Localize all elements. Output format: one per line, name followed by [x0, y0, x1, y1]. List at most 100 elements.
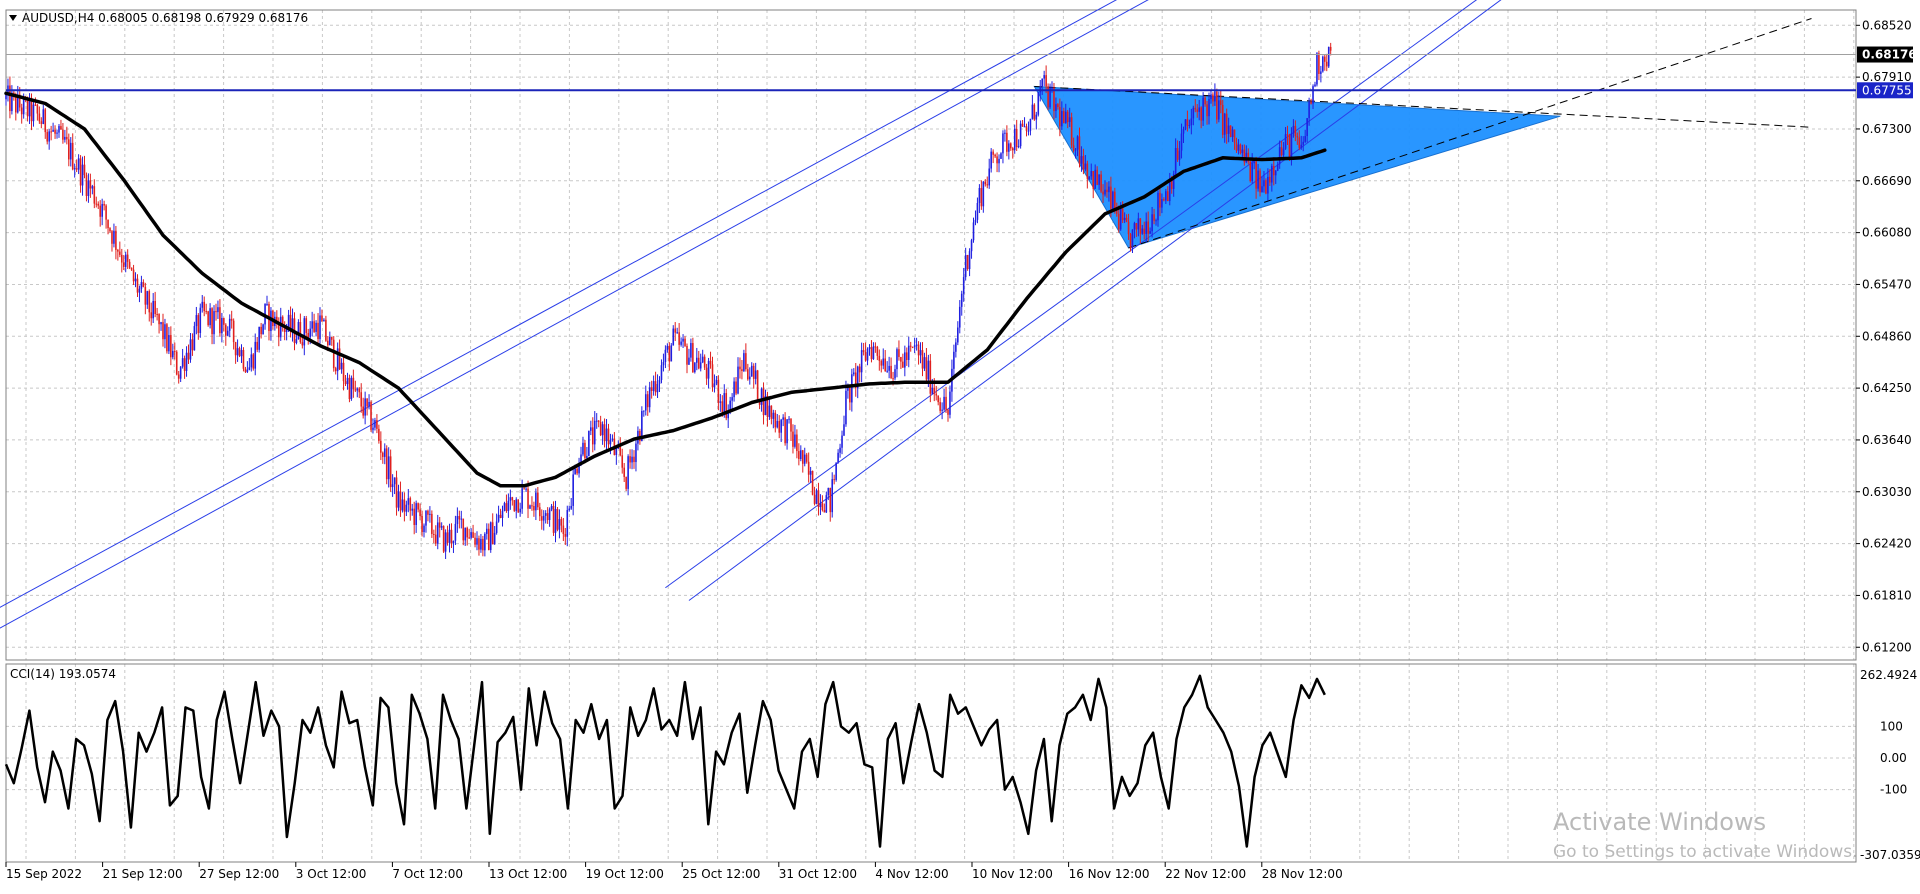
- candle-body: [399, 491, 402, 511]
- candle-body: [501, 510, 504, 518]
- candle-body: [988, 168, 991, 186]
- candle-body: [770, 405, 773, 419]
- candle-body: [389, 456, 392, 488]
- candle-body: [915, 344, 918, 346]
- candle-body: [593, 420, 596, 445]
- candle-body: [641, 411, 643, 442]
- candle-body: [774, 412, 777, 428]
- candle-body: [62, 129, 64, 140]
- candle-body: [947, 409, 949, 415]
- candle-body: [1170, 178, 1173, 189]
- candle-body: [976, 202, 979, 220]
- candle-body: [1043, 75, 1045, 79]
- candle-body: [870, 347, 873, 360]
- candle-body: [1062, 111, 1065, 124]
- candle-body: [847, 386, 849, 391]
- candle-body: [387, 456, 390, 480]
- candle-body: [1210, 94, 1212, 100]
- candle-body: [338, 348, 341, 370]
- candle-body: [554, 508, 557, 533]
- candle-body: [38, 113, 41, 122]
- candle-body: [831, 479, 834, 513]
- candle-body: [305, 318, 308, 333]
- candle-body: [896, 349, 898, 370]
- candle-body: [262, 324, 264, 335]
- cci-axis[interactable]: 262.4924 100 0.00 -100 -307.0359: [1860, 668, 1920, 862]
- candle-body: [658, 379, 661, 385]
- candle-body: [739, 366, 741, 370]
- candle-body: [544, 513, 547, 516]
- candle-body: [395, 477, 398, 508]
- candle-body: [1225, 113, 1228, 134]
- candle-body: [315, 322, 317, 332]
- candle-body: [177, 374, 180, 379]
- candle-body: [482, 538, 484, 551]
- candle-body: [1100, 174, 1102, 192]
- candle-body: [248, 367, 251, 370]
- candle-body: [982, 181, 985, 207]
- candle-body: [403, 499, 406, 512]
- candle-body: [639, 430, 641, 442]
- candle-body: [187, 352, 190, 360]
- candle-body: [723, 393, 726, 413]
- time-axis-label: 7 Oct 12:00: [392, 867, 463, 881]
- candle-body: [95, 203, 98, 205]
- candle-body: [132, 269, 135, 282]
- candle-body: [772, 412, 775, 419]
- candle-body: [823, 510, 826, 513]
- candle-body: [560, 519, 563, 526]
- candle-body: [1184, 119, 1187, 130]
- dropdown-triangle-icon[interactable]: [9, 15, 17, 21]
- candle-body: [1115, 209, 1118, 214]
- candle-body: [798, 451, 800, 459]
- time-axis[interactable]: 15 Sep 2022 21 Sep 12:00 27 Sep 12:00 3 Oct…: [5, 862, 1343, 881]
- candle-body: [866, 348, 869, 361]
- candle-body: [707, 360, 710, 379]
- candle-body: [342, 362, 345, 382]
- candle-body: [266, 303, 268, 305]
- candle-body: [697, 357, 700, 369]
- candle-body: [913, 345, 916, 347]
- candle-body: [30, 97, 33, 122]
- price-axis[interactable]: 0.68520 0.67910 0.67300 0.66690 0.66080 0.654…: [1856, 18, 1917, 654]
- candle-body: [236, 348, 239, 356]
- candle-body: [782, 417, 784, 420]
- level-line-group[interactable]: [6, 54, 1856, 92]
- candle-body: [1131, 229, 1134, 249]
- candle-body: [860, 350, 863, 373]
- candle-body: [1072, 145, 1075, 151]
- candle-body: [747, 369, 749, 380]
- candle-body: [1047, 86, 1049, 108]
- candle-body: [85, 175, 88, 196]
- candle-body: [97, 203, 100, 206]
- candle-body: [364, 398, 366, 416]
- candle-body: [904, 352, 906, 368]
- candle-body: [185, 352, 188, 371]
- time-axis-label: 19 Oct 12:00: [586, 867, 664, 881]
- candle-body: [1322, 56, 1324, 72]
- candle-body: [476, 538, 478, 545]
- candle-body: [974, 219, 977, 223]
- channel-line: [0, 0, 1118, 608]
- candle-body: [701, 356, 704, 363]
- candle-body: [717, 379, 720, 403]
- candle-body: [584, 442, 586, 459]
- price-axis-label: 0.64860: [1862, 329, 1912, 343]
- candle-body: [539, 507, 541, 517]
- candle-body: [503, 503, 506, 511]
- candle-body: [619, 446, 622, 456]
- candle-body: [444, 532, 447, 552]
- candle-body: [1000, 153, 1002, 159]
- candle-body: [440, 526, 443, 528]
- candle-body: [203, 301, 206, 312]
- candle-body: [175, 351, 178, 375]
- candle-body: [709, 360, 712, 365]
- candle-body: [927, 360, 930, 380]
- candle-body: [882, 358, 885, 366]
- candle-body: [1155, 220, 1157, 222]
- candle-body: [1329, 46, 1332, 51]
- candle-body: [845, 390, 847, 425]
- candle-body: [162, 322, 164, 340]
- candle-body: [643, 410, 645, 412]
